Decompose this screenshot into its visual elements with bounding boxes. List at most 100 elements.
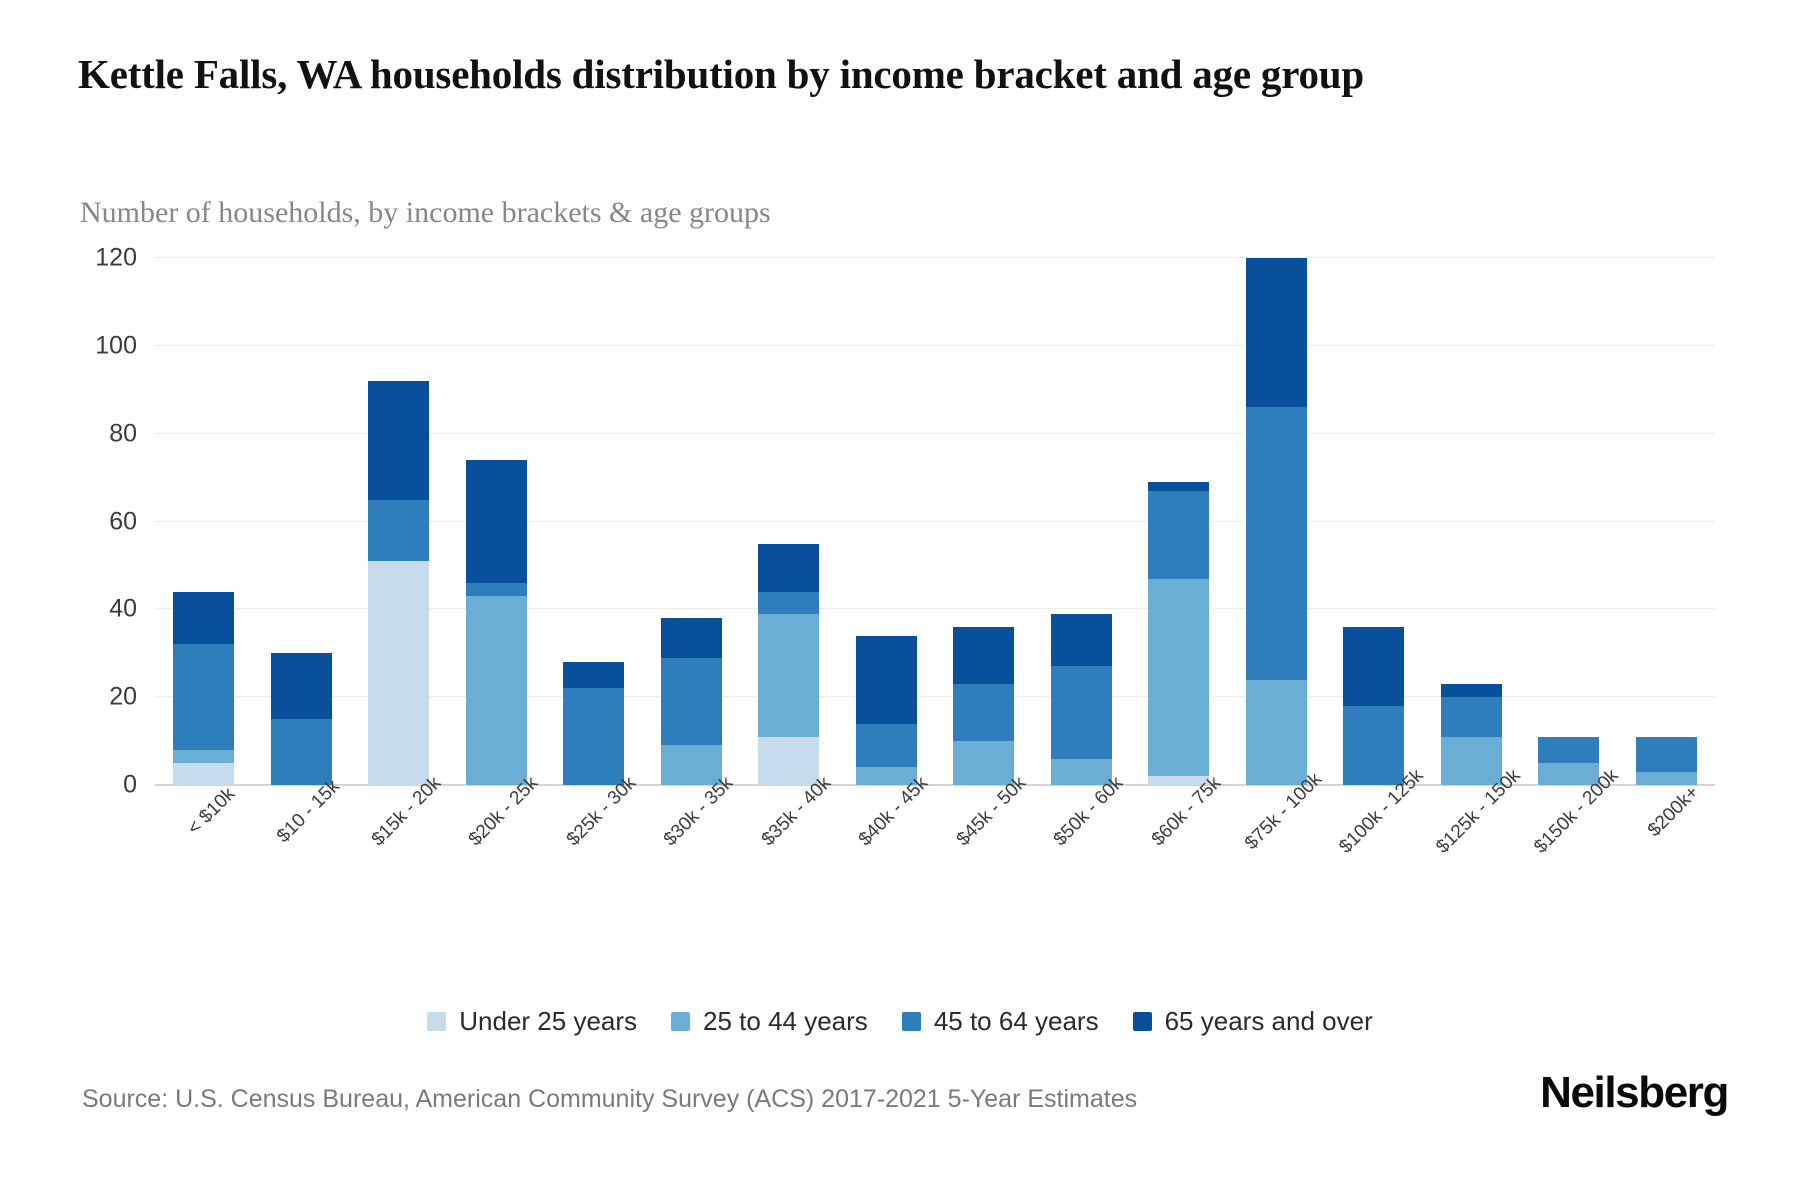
bar-segment[interactable]: [1148, 481, 1210, 491]
stacked-bar[interactable]: [563, 662, 625, 785]
bar-segment[interactable]: [953, 741, 1015, 785]
bar-segment[interactable]: [660, 657, 722, 746]
bar-segment[interactable]: [855, 635, 917, 724]
bar-segment[interactable]: [660, 745, 722, 785]
legend-item[interactable]: 65 years and over: [1132, 1006, 1373, 1037]
stacked-bar[interactable]: [855, 635, 917, 785]
bar-slot[interactable]: [1228, 258, 1326, 785]
bar-segment[interactable]: [465, 596, 527, 785]
bar-slot[interactable]: [1423, 258, 1521, 785]
bar-segment[interactable]: [563, 688, 625, 785]
bar-segment[interactable]: [1635, 771, 1697, 785]
bar-segment[interactable]: [173, 749, 235, 764]
bar-segment[interactable]: [758, 736, 820, 785]
bar-segment[interactable]: [855, 723, 917, 768]
bar-segment[interactable]: [1245, 258, 1307, 408]
x-axis-tick-label: $200k+: [1644, 781, 1704, 842]
bar-segment[interactable]: [1538, 736, 1600, 764]
page-subtitle: Number of households, by income brackets…: [80, 196, 771, 229]
bar-slot[interactable]: [935, 258, 1033, 785]
stacked-bar[interactable]: [1635, 736, 1697, 785]
bar-slot[interactable]: [545, 258, 643, 785]
bar-segment[interactable]: [270, 653, 332, 720]
x-tick-slot: $100k - 125k: [1325, 765, 1428, 920]
bar-segment[interactable]: [173, 644, 235, 750]
bar-segment[interactable]: [855, 767, 917, 785]
bar-series-group: [155, 258, 1715, 785]
bar-slot[interactable]: [1130, 258, 1228, 785]
chart-plot-area: [155, 257, 1715, 786]
bar-segment[interactable]: [1148, 490, 1210, 579]
bar-segment[interactable]: [1440, 684, 1502, 698]
stacked-bar[interactable]: [953, 626, 1015, 785]
bar-segment[interactable]: [953, 626, 1015, 685]
x-tick-slot: $50k - 60k: [1033, 773, 1131, 920]
x-tick-slot: $40k - 45k: [838, 773, 936, 920]
bar-segment[interactable]: [660, 618, 722, 658]
bar-segment[interactable]: [1148, 776, 1210, 785]
bar-slot[interactable]: [1618, 258, 1716, 785]
x-axis-labels: < $10k $10 - 15k $15k - 20k $20k - 25k $25k …: [155, 765, 1715, 920]
bar-segment[interactable]: [270, 719, 332, 785]
x-tick-slot: $125k - 150k: [1423, 765, 1525, 920]
bar-segment[interactable]: [1440, 736, 1502, 785]
bar-segment[interactable]: [1245, 407, 1307, 680]
stacked-bar[interactable]: [270, 653, 332, 785]
bar-slot[interactable]: [155, 258, 253, 785]
legend-label: 25 to 44 years: [703, 1006, 868, 1036]
legend-item[interactable]: 25 to 44 years: [671, 1006, 868, 1037]
bar-slot[interactable]: [448, 258, 546, 785]
source-note: Source: U.S. Census Bureau, American Com…: [82, 1085, 1138, 1113]
stacked-bar[interactable]: [660, 618, 722, 785]
stacked-bar[interactable]: [1343, 626, 1405, 785]
bar-segment[interactable]: [563, 662, 625, 689]
legend-item[interactable]: 45 to 64 years: [901, 1006, 1099, 1037]
legend-item[interactable]: Under 25 years: [427, 1006, 637, 1037]
bar-segment[interactable]: [758, 613, 820, 737]
bar-slot[interactable]: [643, 258, 741, 785]
stacked-bar[interactable]: [173, 591, 235, 785]
bar-segment[interactable]: [173, 763, 235, 785]
bar-slot[interactable]: [253, 258, 351, 785]
bar-segment[interactable]: [758, 591, 820, 614]
bar-slot[interactable]: [350, 258, 448, 785]
gridline: [155, 696, 1715, 698]
stacked-bar[interactable]: [465, 460, 527, 785]
stacked-bar[interactable]: [1538, 736, 1600, 785]
stacked-bar[interactable]: [758, 543, 820, 785]
legend-swatch-icon: [901, 1012, 921, 1031]
y-axis-tick-label: 100: [95, 331, 137, 360]
bar-segment[interactable]: [758, 543, 820, 592]
stacked-bar[interactable]: [1050, 613, 1112, 785]
bar-segment[interactable]: [1148, 578, 1210, 777]
bar-segment[interactable]: [1245, 679, 1307, 785]
bar-segment[interactable]: [465, 583, 527, 597]
bar-segment[interactable]: [1440, 697, 1502, 737]
bar-slot[interactable]: [1520, 258, 1618, 785]
bar-segment[interactable]: [465, 460, 527, 583]
stacked-bar[interactable]: [368, 381, 430, 785]
stacked-bar[interactable]: [1245, 258, 1307, 785]
bar-segment[interactable]: [1538, 763, 1600, 785]
bar-segment[interactable]: [953, 684, 1015, 742]
bar-slot[interactable]: [740, 258, 838, 785]
x-tick-slot: $60k - 75k: [1130, 773, 1228, 920]
bar-segment[interactable]: [1050, 666, 1112, 759]
bar-slot[interactable]: [1033, 258, 1131, 785]
stacked-bar[interactable]: [1440, 684, 1502, 785]
bar-slot[interactable]: [838, 258, 936, 785]
legend-label: 45 to 64 years: [933, 1006, 1099, 1036]
bar-segment[interactable]: [1635, 736, 1697, 772]
bar-segment[interactable]: [368, 381, 430, 500]
bar-segment[interactable]: [1343, 705, 1405, 785]
bar-segment[interactable]: [1050, 758, 1112, 785]
stacked-bar[interactable]: [1148, 481, 1210, 785]
bar-segment[interactable]: [173, 591, 235, 645]
bar-segment[interactable]: [1050, 613, 1112, 667]
x-tick-slot: $75k - 100k: [1228, 769, 1326, 920]
bar-segment[interactable]: [368, 499, 430, 562]
bar-segment[interactable]: [368, 561, 430, 785]
bar-slot[interactable]: [1325, 258, 1423, 785]
y-axis-tick-label: 80: [109, 419, 137, 448]
bar-segment[interactable]: [1343, 626, 1405, 706]
